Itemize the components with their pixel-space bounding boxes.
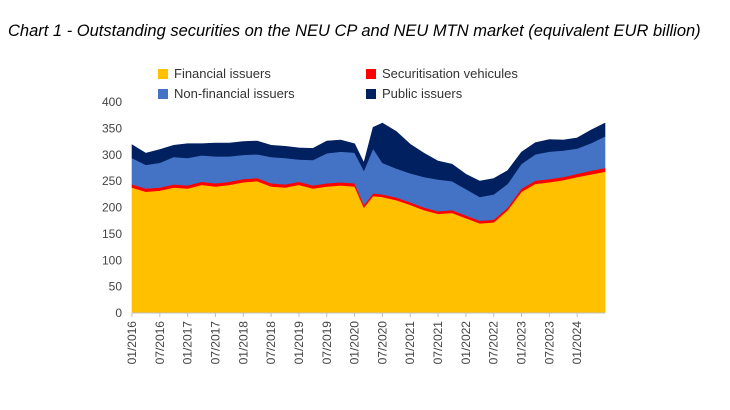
series-areas bbox=[131, 122, 606, 314]
legend-label-public: Public issuers bbox=[382, 86, 463, 101]
series-area-public-issuers bbox=[131, 122, 606, 198]
x-tick-label: 07/2022 bbox=[487, 321, 501, 365]
x-tick-label: 01/2021 bbox=[403, 321, 417, 365]
y-tick-label: 50 bbox=[109, 280, 123, 294]
y-tick-label: 300 bbox=[102, 148, 122, 162]
legend-item-non-financial: Non-financial issuers bbox=[158, 86, 295, 101]
legend-item-securitisation: Securitisation vehicules bbox=[366, 66, 518, 81]
x-tick-label: 07/2023 bbox=[542, 321, 556, 365]
y-tick-label: 350 bbox=[102, 121, 122, 135]
legend-swatch-financial bbox=[158, 68, 168, 79]
y-tick-label: 0 bbox=[115, 306, 122, 320]
x-tick-label: 07/2018 bbox=[264, 321, 278, 365]
legend-label-securitisation: Securitisation vehicules bbox=[382, 66, 518, 81]
x-tick-label: 01/2020 bbox=[348, 321, 362, 365]
legend-swatch-public bbox=[366, 88, 376, 99]
y-axis: 0 50 100 150 200 250 300 350 400 bbox=[102, 95, 122, 320]
legend-swatch-non-financial bbox=[158, 88, 168, 99]
x-tick-label: 01/2024 bbox=[570, 321, 584, 365]
y-tick-label: 400 bbox=[102, 95, 122, 109]
x-axis: 01/2016 07/2016 01/2017 07/2017 01/2018 07/20… bbox=[125, 312, 605, 365]
legend-item-financial: Financial issuers bbox=[158, 66, 271, 81]
legend-swatch-securitisation bbox=[366, 68, 376, 79]
x-tick-label: 01/2019 bbox=[292, 321, 306, 365]
y-tick-label: 200 bbox=[102, 201, 122, 215]
x-tick-label: 07/2019 bbox=[320, 321, 334, 365]
x-tick-label: 07/2017 bbox=[208, 321, 222, 365]
x-tick-label: 01/2017 bbox=[181, 321, 195, 365]
x-tick-label: 01/2018 bbox=[236, 321, 250, 365]
x-tick-label: 01/2022 bbox=[459, 321, 473, 365]
y-tick-label: 100 bbox=[102, 253, 122, 267]
y-tick-label: 250 bbox=[102, 174, 122, 188]
x-tick-label: 07/2021 bbox=[431, 321, 445, 365]
y-tick-label: 150 bbox=[102, 227, 122, 241]
legend-item-public: Public issuers bbox=[366, 86, 462, 101]
x-tick-label: 01/2023 bbox=[515, 321, 529, 365]
x-tick-label: 07/2016 bbox=[153, 321, 167, 365]
legend-label-non-financial: Non-financial issuers bbox=[174, 86, 295, 101]
legend-label-financial: Financial issuers bbox=[174, 66, 271, 81]
legend: Financial issuers Securitisation vehicul… bbox=[0, 0, 730, 110]
x-tick-label: 07/2020 bbox=[375, 321, 389, 365]
chart-title: Chart 1 - Outstanding securities on the … bbox=[8, 22, 701, 40]
x-tick-label: 01/2016 bbox=[125, 321, 139, 365]
